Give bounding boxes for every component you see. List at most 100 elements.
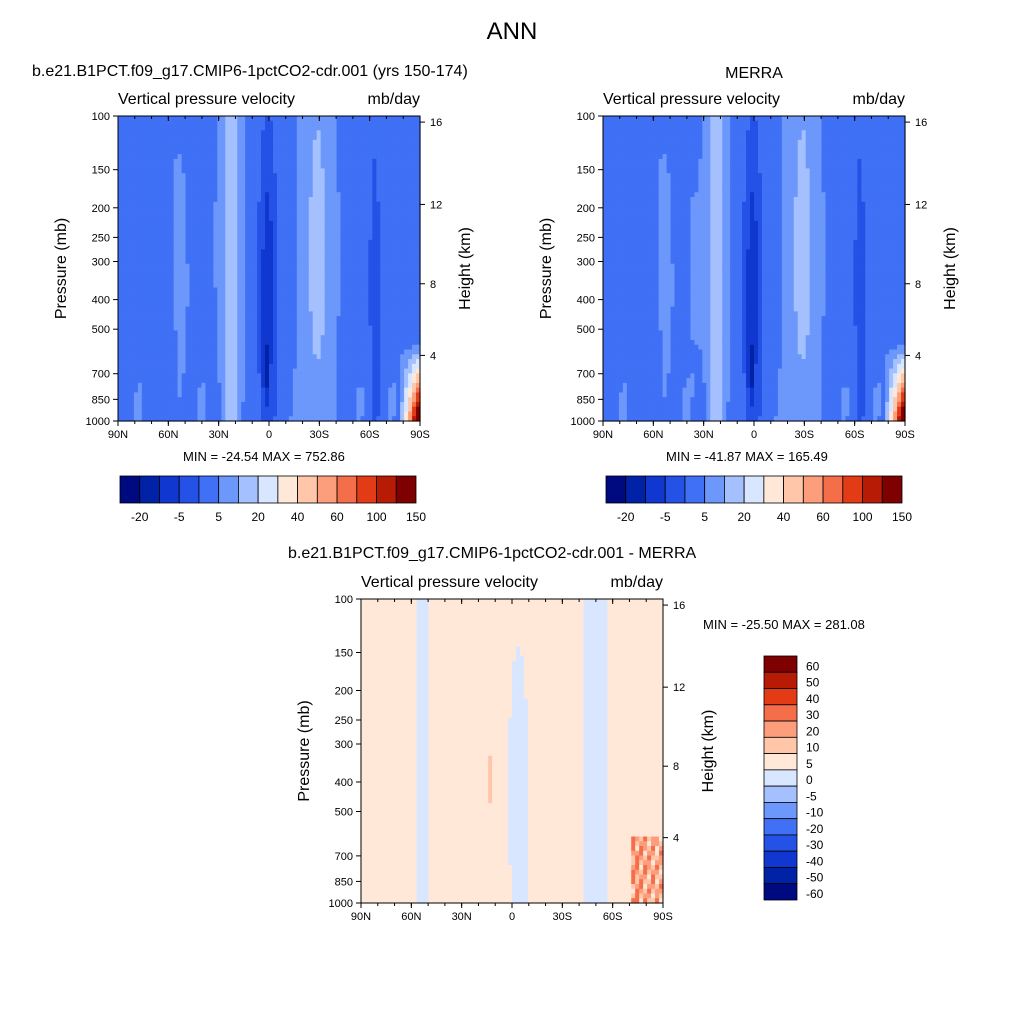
contour-cell	[380, 116, 385, 122]
contour-cell	[173, 130, 179, 136]
contour-cell	[157, 201, 163, 208]
contour-cell	[237, 263, 242, 270]
contour-cell	[392, 125, 397, 131]
contour-cell	[145, 268, 151, 274]
contour-cell	[332, 320, 338, 327]
contour-cell	[209, 387, 214, 394]
contour-cell	[352, 220, 358, 227]
contour-cell	[169, 230, 175, 236]
contour-cell	[245, 216, 250, 222]
contour-cell	[221, 163, 226, 170]
contour-cell	[308, 163, 314, 170]
contour-cell	[169, 249, 175, 255]
contour-cell	[304, 401, 310, 408]
contour-cell	[137, 249, 143, 255]
contour-cell	[153, 273, 159, 279]
contour-cell	[324, 125, 330, 131]
contour-cell	[308, 206, 314, 212]
contour-cell	[217, 149, 222, 155]
contour-cell	[360, 368, 365, 374]
contour-cell	[197, 263, 203, 270]
contour-cell	[300, 144, 306, 150]
contour-cell	[412, 192, 417, 198]
contour-cell	[233, 258, 238, 265]
contour-cell	[121, 349, 127, 355]
contour-cell	[121, 144, 127, 150]
contour-cell	[332, 363, 338, 370]
contour-cell	[396, 139, 401, 146]
contour-cell	[141, 339, 147, 346]
contour-cell	[221, 230, 226, 236]
contour-cell	[173, 320, 179, 327]
contour-cell	[201, 144, 207, 150]
contour-cell	[372, 139, 377, 146]
contour-cell	[380, 235, 385, 241]
contour-cell	[272, 220, 278, 227]
contour-cell	[125, 220, 131, 227]
contour-cell	[280, 382, 286, 389]
contour-cell	[272, 339, 278, 346]
contour-cell	[161, 335, 167, 341]
contour-cell	[376, 320, 381, 327]
contour-cell	[177, 220, 183, 227]
contour-cell	[213, 301, 218, 308]
contour-cell	[412, 263, 417, 270]
contour-cell	[304, 125, 310, 131]
contour-cell	[121, 287, 127, 293]
contour-cell	[360, 139, 365, 146]
contour-cell	[360, 187, 365, 193]
contour-cell	[308, 258, 314, 265]
contour-cell	[376, 216, 381, 222]
contour-cell	[412, 387, 417, 394]
contour-cell	[392, 206, 397, 212]
contour-cell	[344, 368, 350, 374]
contour-cell	[137, 125, 143, 131]
contour-cell	[396, 373, 401, 379]
contour-cell	[201, 239, 207, 246]
contour-cell	[352, 120, 358, 127]
contour-cell	[328, 130, 334, 136]
contour-cell	[396, 401, 401, 408]
contour-cell	[161, 225, 167, 231]
contour-cell	[233, 125, 238, 131]
contour-cell	[257, 244, 262, 251]
contour-cell	[261, 316, 266, 322]
contour-cell	[197, 154, 203, 160]
contour-cell	[141, 335, 147, 341]
contour-cell	[352, 278, 358, 284]
contour-cell	[292, 149, 298, 155]
contour-cell	[300, 201, 306, 208]
contour-cell	[300, 411, 306, 417]
contour-cell	[416, 387, 421, 394]
contour-cell	[288, 182, 294, 189]
contour-cell	[125, 206, 131, 212]
contour-cell	[121, 406, 127, 413]
contour-cell	[197, 235, 203, 241]
contour-cell	[292, 249, 298, 255]
contour-cell	[193, 278, 199, 284]
contour-cell	[173, 120, 179, 127]
contour-cell	[233, 268, 238, 274]
contour-cell	[380, 397, 385, 403]
contour-cell	[173, 149, 179, 155]
contour-cell	[269, 149, 274, 155]
contour-cell	[328, 330, 334, 336]
contour-cell	[392, 316, 397, 322]
contour-cell	[217, 263, 222, 270]
contour-cell	[165, 354, 171, 360]
contour-cell	[237, 177, 242, 184]
contour-cell	[233, 154, 238, 160]
contour-cell	[276, 163, 282, 170]
contour-cell	[141, 416, 147, 422]
contour-cell	[308, 173, 314, 179]
contour-cell	[173, 216, 179, 222]
contour-cell	[157, 306, 163, 312]
contour-cell	[396, 382, 401, 389]
contour-cell	[177, 135, 183, 141]
contour-cell	[400, 359, 405, 365]
contour-cell	[265, 116, 270, 122]
contour-cell	[332, 416, 338, 422]
contour-cell	[368, 387, 373, 394]
contour-cell	[296, 316, 302, 322]
contour-cell	[352, 287, 358, 293]
